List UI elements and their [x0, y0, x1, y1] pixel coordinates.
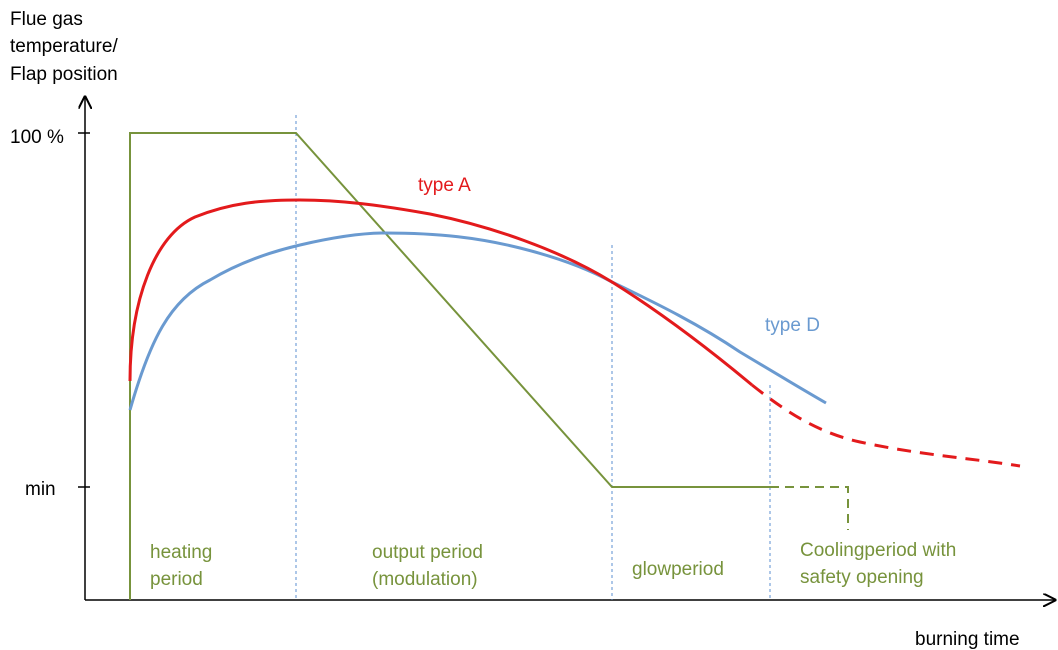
period-label: safety opening: [800, 567, 924, 588]
period-label: output period: [372, 542, 483, 563]
curve-label: type A: [418, 175, 471, 196]
type-a-cooling-curve: [751, 383, 1021, 468]
y-level-label: 100 %: [10, 127, 64, 148]
period-label: glowperiod: [632, 559, 724, 580]
x-axis-label: burning time: [915, 629, 1020, 650]
period-label: heating: [150, 542, 212, 563]
period-label: (modulation): [372, 569, 478, 590]
y-axis-label: temperature/: [10, 36, 118, 57]
curve-label: type D: [765, 315, 820, 336]
type-a-curve: [128, 198, 753, 387]
type-d-curve: [128, 231, 827, 411]
flap-line: [129, 132, 770, 600]
period-label: Coolingperiod with: [800, 540, 956, 561]
period-label: period: [150, 569, 203, 590]
y-axis-label: Flap position: [10, 64, 118, 85]
y-axis-label: Flue gas: [10, 9, 83, 30]
flap-safety-line: [770, 486, 849, 530]
y-level-label: min: [25, 479, 56, 500]
